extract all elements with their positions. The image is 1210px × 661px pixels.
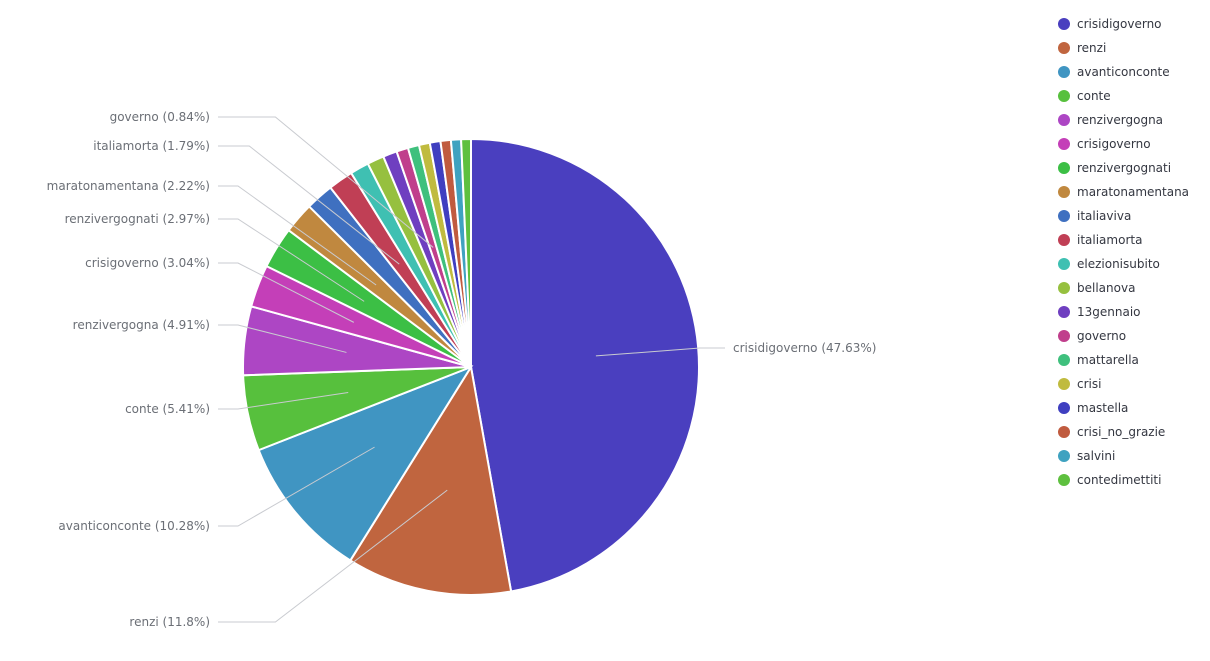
legend-item-mastella[interactable]: mastella xyxy=(1058,396,1189,420)
slice-label-maratonamentana: maratonamentana (2.22%) xyxy=(47,179,210,193)
legend-swatch xyxy=(1058,330,1070,342)
leader-line-crisidigoverno xyxy=(595,347,725,357)
leader-line-maratonamentana xyxy=(218,185,377,286)
legend-swatch xyxy=(1058,138,1070,150)
legend-label: crisigoverno xyxy=(1077,137,1151,151)
slice-label-renzi: renzi (11.8%) xyxy=(129,615,210,629)
legend-item-bellanova[interactable]: bellanova xyxy=(1058,276,1189,300)
legend-swatch xyxy=(1058,18,1070,30)
legend-label: bellanova xyxy=(1077,281,1136,295)
legend-swatch xyxy=(1058,426,1070,438)
legend-item-crisi[interactable]: crisi xyxy=(1058,372,1189,396)
legend-label: crisi_no_grazie xyxy=(1077,425,1166,439)
legend-item-crisi-no-grazie[interactable]: crisi_no_grazie xyxy=(1058,420,1189,444)
legend-swatch xyxy=(1058,258,1070,270)
leader-line-avanticonconte xyxy=(218,446,375,527)
legend-swatch xyxy=(1058,186,1070,198)
legend-item-avanticonconte[interactable]: avanticonconte xyxy=(1058,60,1189,84)
slice-label-governo: governo (0.84%) xyxy=(110,110,210,124)
legend-label: elezionisubito xyxy=(1077,257,1160,271)
legend-item-contedimettiti[interactable]: contedimettiti xyxy=(1058,468,1189,492)
leader-lines xyxy=(218,116,725,623)
legend-label: crisidigoverno xyxy=(1077,17,1162,31)
legend-label: maratonamentana xyxy=(1077,185,1190,199)
legend-item-salvini[interactable]: salvini xyxy=(1058,444,1189,468)
leader-line-italiamorta xyxy=(218,145,400,265)
legend-label: contedimettiti xyxy=(1077,473,1162,487)
legend-swatch xyxy=(1058,378,1070,390)
legend-swatch xyxy=(1058,474,1070,486)
pie-slice-renzi[interactable] xyxy=(348,364,513,596)
legend-label: 13gennaio xyxy=(1077,305,1141,319)
slice-label-crisigoverno: crisigoverno (3.04%) xyxy=(85,256,210,270)
legend-item-italiamorta[interactable]: italiamorta xyxy=(1058,228,1189,252)
leader-line-renzivergognati xyxy=(218,218,365,302)
pie-slices xyxy=(242,137,700,596)
legend-item-crisigoverno[interactable]: crisigoverno xyxy=(1058,132,1189,156)
legend-swatch xyxy=(1058,306,1070,318)
legend-swatch xyxy=(1058,210,1070,222)
leader-line-conte xyxy=(218,392,349,410)
legend-swatch xyxy=(1058,162,1070,174)
legend-label: mattarella xyxy=(1077,353,1139,367)
leader-line-renzi xyxy=(218,489,448,623)
legend-item-crisidigoverno[interactable]: crisidigoverno xyxy=(1058,12,1189,36)
legend-swatch xyxy=(1058,402,1070,414)
legend-swatch xyxy=(1058,42,1070,54)
legend-label: italiaviva xyxy=(1077,209,1132,223)
pie-chart: crisidigoverno (47.63%) renzi (11.8%) avan… xyxy=(47,110,877,629)
leader-line-governo xyxy=(218,116,434,248)
legend-swatch xyxy=(1058,234,1070,246)
legend-item-maratonamentana[interactable]: maratonamentana xyxy=(1058,180,1189,204)
legend-item-13gennaio[interactable]: 13gennaio xyxy=(1058,300,1189,324)
slice-labels: crisidigoverno (47.63%) renzi (11.8%) avan… xyxy=(47,110,877,629)
legend-label: mastella xyxy=(1077,401,1129,415)
legend-item-elezionisubito[interactable]: elezionisubito xyxy=(1058,252,1189,276)
legend-item-renzivergogna[interactable]: renzivergogna xyxy=(1058,108,1189,132)
legend-swatch xyxy=(1058,114,1070,126)
legend-item-renzi[interactable]: renzi xyxy=(1058,36,1189,60)
legend-item-mattarella[interactable]: mattarella xyxy=(1058,348,1189,372)
legend-swatch xyxy=(1058,90,1070,102)
legend-label: crisi xyxy=(1077,377,1102,391)
legend-label: salvini xyxy=(1077,449,1116,463)
legend-label: renzivergognati xyxy=(1077,161,1172,175)
legend-label: italiamorta xyxy=(1077,233,1143,247)
legend-label: governo xyxy=(1077,329,1127,343)
legend-swatch xyxy=(1058,354,1070,366)
legend-label: avanticonconte xyxy=(1077,65,1170,79)
slice-label-avanticonconte: avanticonconte (10.28%) xyxy=(58,519,210,533)
pie-slice-crisidigoverno[interactable] xyxy=(470,137,700,593)
legend-label: conte xyxy=(1077,89,1111,103)
legend-label: renzi xyxy=(1077,41,1107,55)
legend-item-conte[interactable]: conte xyxy=(1058,84,1189,108)
legend-item-italiaviva[interactable]: italiaviva xyxy=(1058,204,1189,228)
leader-line-crisigoverno xyxy=(218,262,355,323)
legend-swatch xyxy=(1058,66,1070,78)
legend-swatch xyxy=(1058,282,1070,294)
pie-slice-contedimettiti[interactable] xyxy=(460,137,472,368)
slice-label-italiamorta: italiamorta (1.79%) xyxy=(93,139,210,153)
slice-label-crisidigoverno: crisidigoverno (47.63%) xyxy=(733,341,876,355)
leader-line-renzivergogna xyxy=(218,324,347,353)
slice-label-renzivergognati: renzivergognati (2.97%) xyxy=(65,212,210,226)
legend-item-governo[interactable]: governo xyxy=(1058,324,1189,348)
slice-label-renzivergogna: renzivergogna (4.91%) xyxy=(73,318,210,332)
pie-slice-avanticonconte[interactable] xyxy=(257,364,474,562)
slice-label-conte: conte (5.41%) xyxy=(125,402,210,416)
legend-swatch xyxy=(1058,450,1070,462)
legend: crisidigoverno renzi avanticonconte conte re… xyxy=(1058,12,1189,492)
legend-label: renzivergogna xyxy=(1077,113,1164,127)
legend-item-renzivergognati[interactable]: renzivergognati xyxy=(1058,156,1189,180)
